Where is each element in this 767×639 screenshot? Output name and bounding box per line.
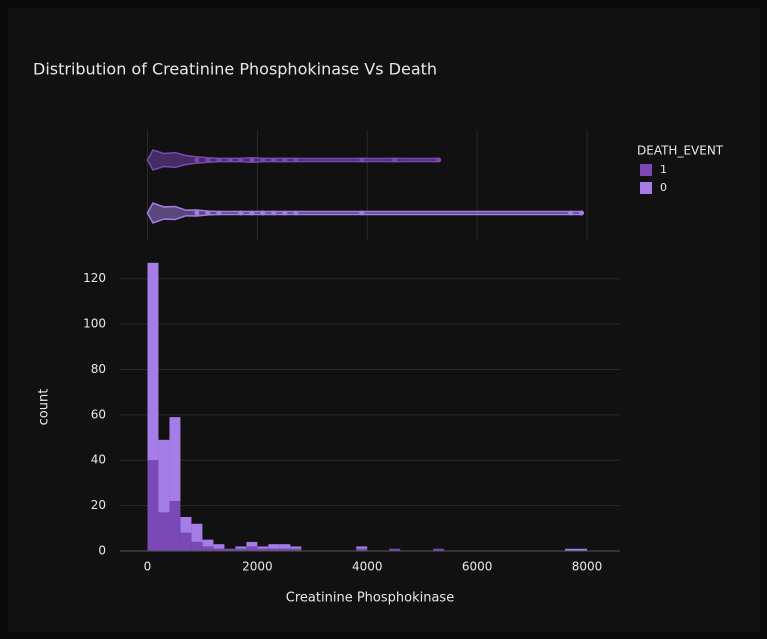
violin-point (282, 157, 288, 163)
bar (169, 501, 181, 551)
bar (169, 417, 181, 502)
violin-point (392, 157, 398, 163)
y-tick-label: 0 (98, 544, 106, 558)
bar (224, 548, 236, 551)
violin-point (238, 210, 244, 216)
y-tick-label: 60 (91, 407, 106, 421)
y-tick-label: 40 (91, 453, 106, 467)
legend-title: DEATH_EVENT (637, 144, 724, 158)
bar (180, 532, 192, 551)
bar (158, 439, 170, 513)
violin-point (271, 210, 277, 216)
violin-point (568, 210, 574, 216)
bar (279, 544, 291, 549)
x-tick-label: 8000 (572, 560, 603, 574)
bar (565, 548, 577, 551)
violin-point (216, 157, 222, 163)
bar (356, 548, 368, 551)
bar (191, 523, 203, 542)
bar (202, 546, 214, 551)
y-tick-label: 20 (91, 498, 106, 512)
violin-point (293, 210, 299, 216)
violin-point (260, 157, 266, 163)
violin-point (194, 157, 200, 163)
bar (191, 541, 203, 551)
x-tick-label: 4000 (352, 560, 383, 574)
violin-point (249, 157, 255, 163)
bar (180, 516, 192, 533)
bar (290, 546, 302, 549)
violin-point (194, 210, 200, 216)
legend-label: 1 (660, 163, 667, 176)
bar (257, 548, 269, 551)
bar (576, 548, 588, 551)
bar (202, 539, 214, 547)
violin-point (260, 210, 266, 216)
chart-title: Distribution of Creatinine Phosphokinase… (33, 60, 437, 79)
bar (268, 548, 280, 551)
bar (147, 460, 159, 551)
x-tick-label: 0 (144, 560, 152, 574)
x-tick-label: 6000 (462, 560, 493, 574)
y-tick-label: 100 (83, 317, 106, 331)
bar (356, 546, 368, 549)
bar (235, 548, 247, 551)
violin-point (359, 157, 365, 163)
violin-point (227, 157, 233, 163)
bar (235, 546, 247, 549)
bar (246, 541, 258, 547)
y-tick-label: 120 (83, 271, 106, 285)
violin-point (205, 157, 211, 163)
violin-point (282, 210, 288, 216)
bar (213, 544, 225, 549)
violin-point (579, 210, 585, 216)
x-tick-label: 2000 (242, 560, 273, 574)
violin-point (436, 157, 442, 163)
violin-point (359, 210, 365, 216)
y-axis-label: count (37, 389, 52, 426)
violin-point (216, 210, 222, 216)
bar (279, 548, 291, 551)
violin-point (238, 157, 244, 163)
bar (158, 512, 170, 551)
bar (268, 544, 280, 549)
violin-point (205, 210, 211, 216)
violin-point (271, 157, 277, 163)
violin-point (293, 157, 299, 163)
bar (290, 548, 302, 551)
bar (147, 262, 159, 461)
bar (433, 548, 445, 551)
y-tick-label: 80 (91, 362, 106, 376)
bar (213, 548, 225, 551)
background (8, 8, 760, 632)
bar (257, 546, 269, 549)
legend-label: 0 (660, 181, 667, 194)
legend-swatch (640, 164, 652, 176)
violin-point (249, 210, 255, 216)
bar (389, 548, 401, 551)
x-axis-label: Creatinine Phosphokinase (286, 591, 454, 606)
legend-swatch (640, 182, 652, 194)
bar (246, 546, 258, 551)
